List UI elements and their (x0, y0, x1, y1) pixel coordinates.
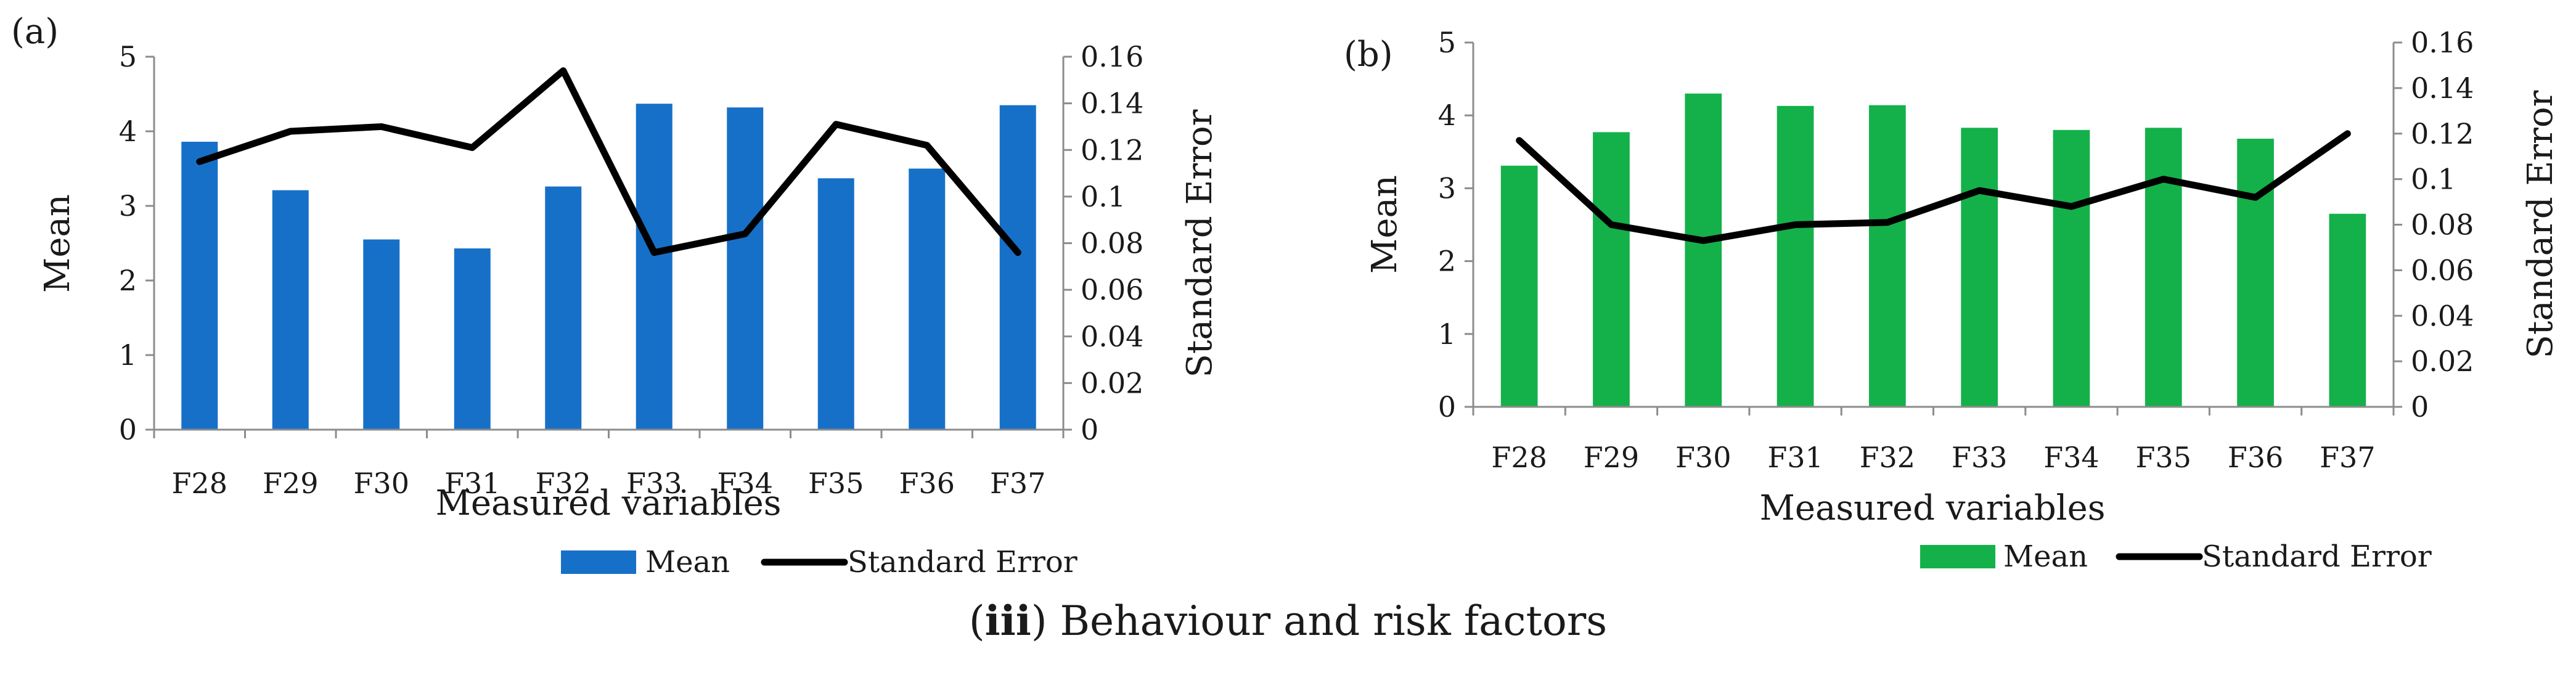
x-tick-label: F36 (899, 467, 955, 500)
bar-mean-F29 (272, 190, 309, 430)
y2-tick-label: 0 (2411, 390, 2429, 423)
legend-label-mean: Mean (645, 545, 730, 579)
chart-panel-a: (a) 0 1 2 3 4 5 0 0.02 0.04 0.06 0.08 0.1 0.12 0.14 0.1… (11, 12, 1220, 579)
x-tick-label: F32 (1860, 441, 1915, 474)
x-tick-label: F31 (1767, 441, 1823, 474)
x-tick-label: F37 (2320, 441, 2375, 474)
bar-mean-F37 (2329, 213, 2366, 407)
y2-tick-label: 0.08 (2411, 208, 2474, 242)
y-tick-label: 3 (119, 189, 137, 223)
y-tick-label: 1 (1438, 317, 1456, 351)
legend-swatch-mean (561, 550, 636, 574)
bar-mean-F34 (727, 107, 764, 430)
bar-mean-F31 (454, 248, 491, 430)
standard-error-line (196, 67, 1021, 256)
bar-mean-F28 (1500, 165, 1538, 407)
bar-mean-F36 (909, 168, 946, 430)
bar-mean-F33 (636, 104, 673, 430)
legend-swatch-mean (1920, 545, 1995, 568)
x-tick-label: F35 (808, 467, 864, 500)
y-tick-label: 0 (119, 413, 137, 446)
y-tick-label: 1 (119, 338, 137, 372)
bar-mean-F34 (2053, 129, 2090, 407)
y-tick-label: 5 (1438, 26, 1456, 59)
y-axis-title: Mean (38, 194, 78, 293)
x-tick-label: F34 (2043, 441, 2099, 474)
x-tick-label: F30 (354, 467, 409, 500)
y2-tick-label: 0.08 (1081, 227, 1143, 260)
chart-figure: (a)01234500.020.040.060.080.10.120.140.1… (11, 12, 2561, 579)
y2-tick-label: 0.14 (2411, 72, 2474, 105)
caption-open: ( (968, 597, 985, 645)
y2-tick-label: 0.1 (1081, 180, 1126, 213)
bar-mean-F30 (363, 239, 400, 430)
x-tick-label: F33 (626, 467, 682, 500)
y2-tick-label: 0.04 (1081, 320, 1143, 353)
y2-tick-label: 0.04 (2411, 299, 2474, 332)
panel-label: (a) (11, 12, 59, 52)
x-tick-label: F34 (718, 467, 773, 500)
caption-text: ) Behaviour and risk factors (1031, 597, 1608, 645)
bar-mean-F29 (1593, 132, 1630, 407)
bar-mean-F31 (1777, 105, 1814, 407)
y-tick-label: 0 (1438, 390, 1456, 423)
x-tick-label: F33 (1952, 441, 2007, 474)
y2-axis-title: Standard Error (2521, 90, 2561, 358)
bar-mean-F30 (1685, 93, 1722, 407)
y2-tick-label: 0.14 (1081, 87, 1143, 120)
y-tick-label: 3 (1438, 171, 1456, 205)
y-tick-label: 4 (1438, 99, 1456, 132)
y-tick-label: 5 (119, 40, 137, 73)
x-tick-label: F28 (1491, 441, 1547, 474)
x-tick-label: F29 (263, 467, 318, 500)
x-axis-title: Measured variables (436, 483, 782, 523)
y2-tick-label: 0.16 (1081, 40, 1143, 73)
legend-label-standard-error: Standard Error (848, 545, 1077, 579)
y2-tick-label: 0.02 (1081, 366, 1143, 399)
chart-panel-b: (b) 0 1 2 3 4 5 0 0.02 0.04 0.06 0.08 0.1 0.12 0.14 0.1… (1344, 26, 2561, 574)
x-tick-label: F36 (2228, 441, 2283, 474)
y-axis-title: Mean (1365, 175, 1405, 274)
x-tick-label: F28 (172, 467, 227, 500)
y2-tick-label: 0.06 (1081, 273, 1143, 306)
bar-mean-F35 (2145, 128, 2182, 407)
x-tick-label: F32 (536, 467, 591, 500)
y2-tick-label: 0.16 (2411, 26, 2474, 59)
y-tick-label: 2 (119, 264, 137, 297)
y2-tick-label: 0 (1081, 413, 1098, 446)
y-tick-label: 2 (1438, 245, 1456, 278)
y2-tick-label: 0.02 (2411, 345, 2474, 378)
y2-tick-label: 0.1 (2411, 163, 2456, 196)
legend-label-standard-error: Standard Error (2202, 539, 2432, 574)
x-axis-title: Measured variables (1760, 488, 2106, 528)
panel-label: (b) (1344, 35, 1393, 75)
x-tick-label: F37 (990, 467, 1045, 500)
bar-mean-F35 (817, 178, 854, 430)
standard-error-line (1516, 130, 2351, 244)
y2-tick-label: 0.12 (2411, 117, 2474, 150)
x-tick-label: F29 (1584, 441, 1639, 474)
x-tick-label: F31 (444, 467, 500, 500)
legend-label-mean: Mean (2003, 539, 2088, 574)
y2-axis-title: Standard Error (1180, 109, 1220, 377)
x-tick-label: F30 (1675, 441, 1731, 474)
bar-mean-F37 (999, 105, 1036, 430)
x-tick-label: F35 (2136, 441, 2191, 474)
bar-mean-F33 (1961, 128, 1998, 407)
y2-tick-label: 0.12 (1081, 133, 1143, 166)
bar-mean-F36 (2237, 139, 2274, 407)
bar-mean-F28 (181, 141, 218, 430)
bar-mean-F32 (545, 186, 582, 430)
y-tick-label: 4 (119, 115, 137, 148)
bar-mean-F32 (1868, 105, 1906, 407)
figure-caption: (iii) Behaviour and risk factors (0, 597, 2576, 645)
y2-tick-label: 0.06 (2411, 253, 2474, 287)
caption-bold: iii (984, 597, 1031, 645)
